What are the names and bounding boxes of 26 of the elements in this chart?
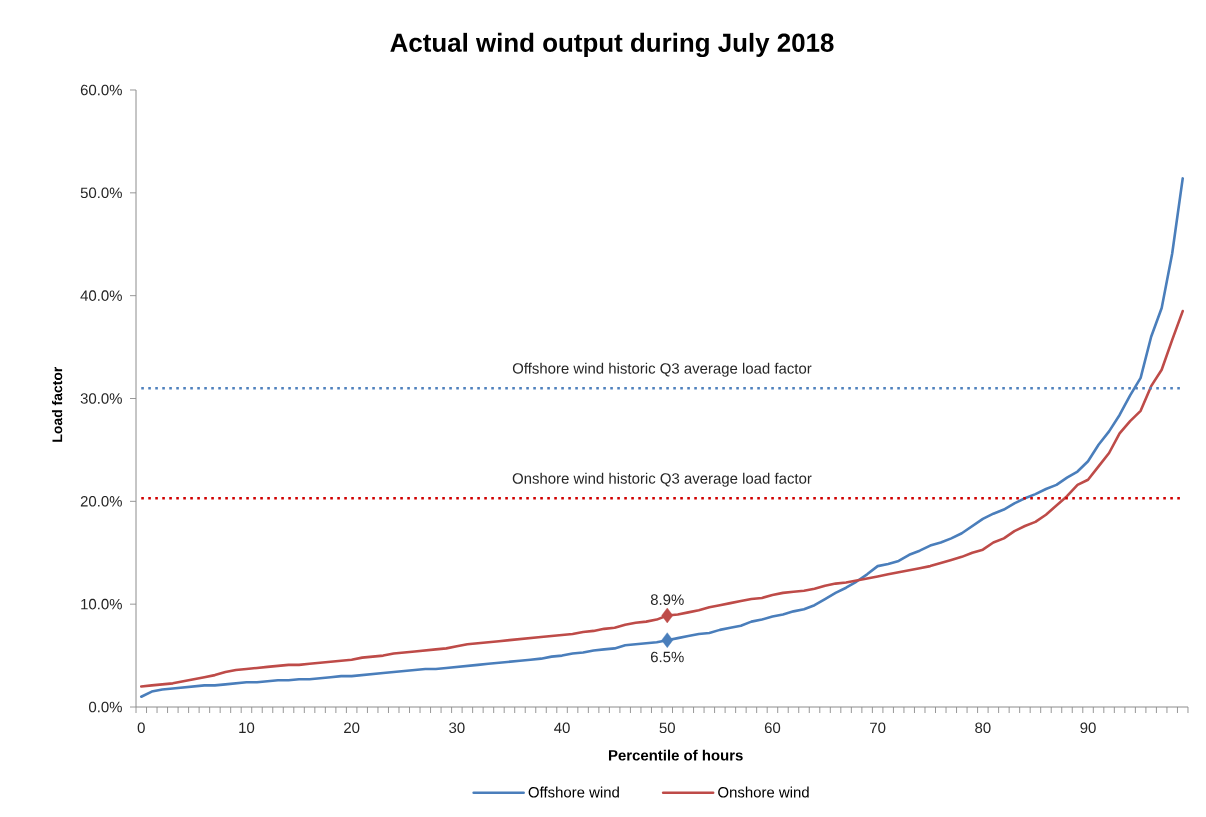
x-tick-label: 0 <box>137 722 145 734</box>
y-tick-label: 30.0% <box>80 393 122 404</box>
y-tick-label: 40.0% <box>80 290 122 301</box>
x-tick-label: 80 <box>975 722 991 734</box>
data-label: 8.9% <box>650 594 684 605</box>
ref-line-label: Onshore wind historic Q3 average load factor <box>512 472 812 487</box>
data-label: 6.5% <box>650 651 684 663</box>
legend-label: Offshore wind <box>528 786 619 798</box>
y-tick-label: 50.0% <box>80 187 122 199</box>
chart-title: Actual wind output during July 2018 <box>390 32 834 58</box>
y-tick-label: 0.0% <box>89 701 122 713</box>
y-tick-label: 20.0% <box>80 496 122 507</box>
x-tick-label: 40 <box>554 722 570 734</box>
x-tick-label: 60 <box>764 722 781 734</box>
y-axis-title: Load factor <box>51 366 63 442</box>
x-tick-label: 10 <box>239 722 255 734</box>
x-axis-title: Percentile of hours <box>608 749 743 761</box>
y-tick-label: 10.0% <box>81 598 122 610</box>
x-tick-label: 20 <box>344 722 360 734</box>
y-tick-label: 60.0% <box>80 84 122 96</box>
x-tick-label: 70 <box>870 722 886 734</box>
ref-line-label: Offshore wind historic Q3 average load factor <box>512 362 812 377</box>
x-tick-label: 90 <box>1080 722 1096 734</box>
x-tick-label: 50 <box>659 722 675 734</box>
legend-label: Onshore wind <box>718 786 809 798</box>
x-tick-label: 30 <box>449 722 465 734</box>
